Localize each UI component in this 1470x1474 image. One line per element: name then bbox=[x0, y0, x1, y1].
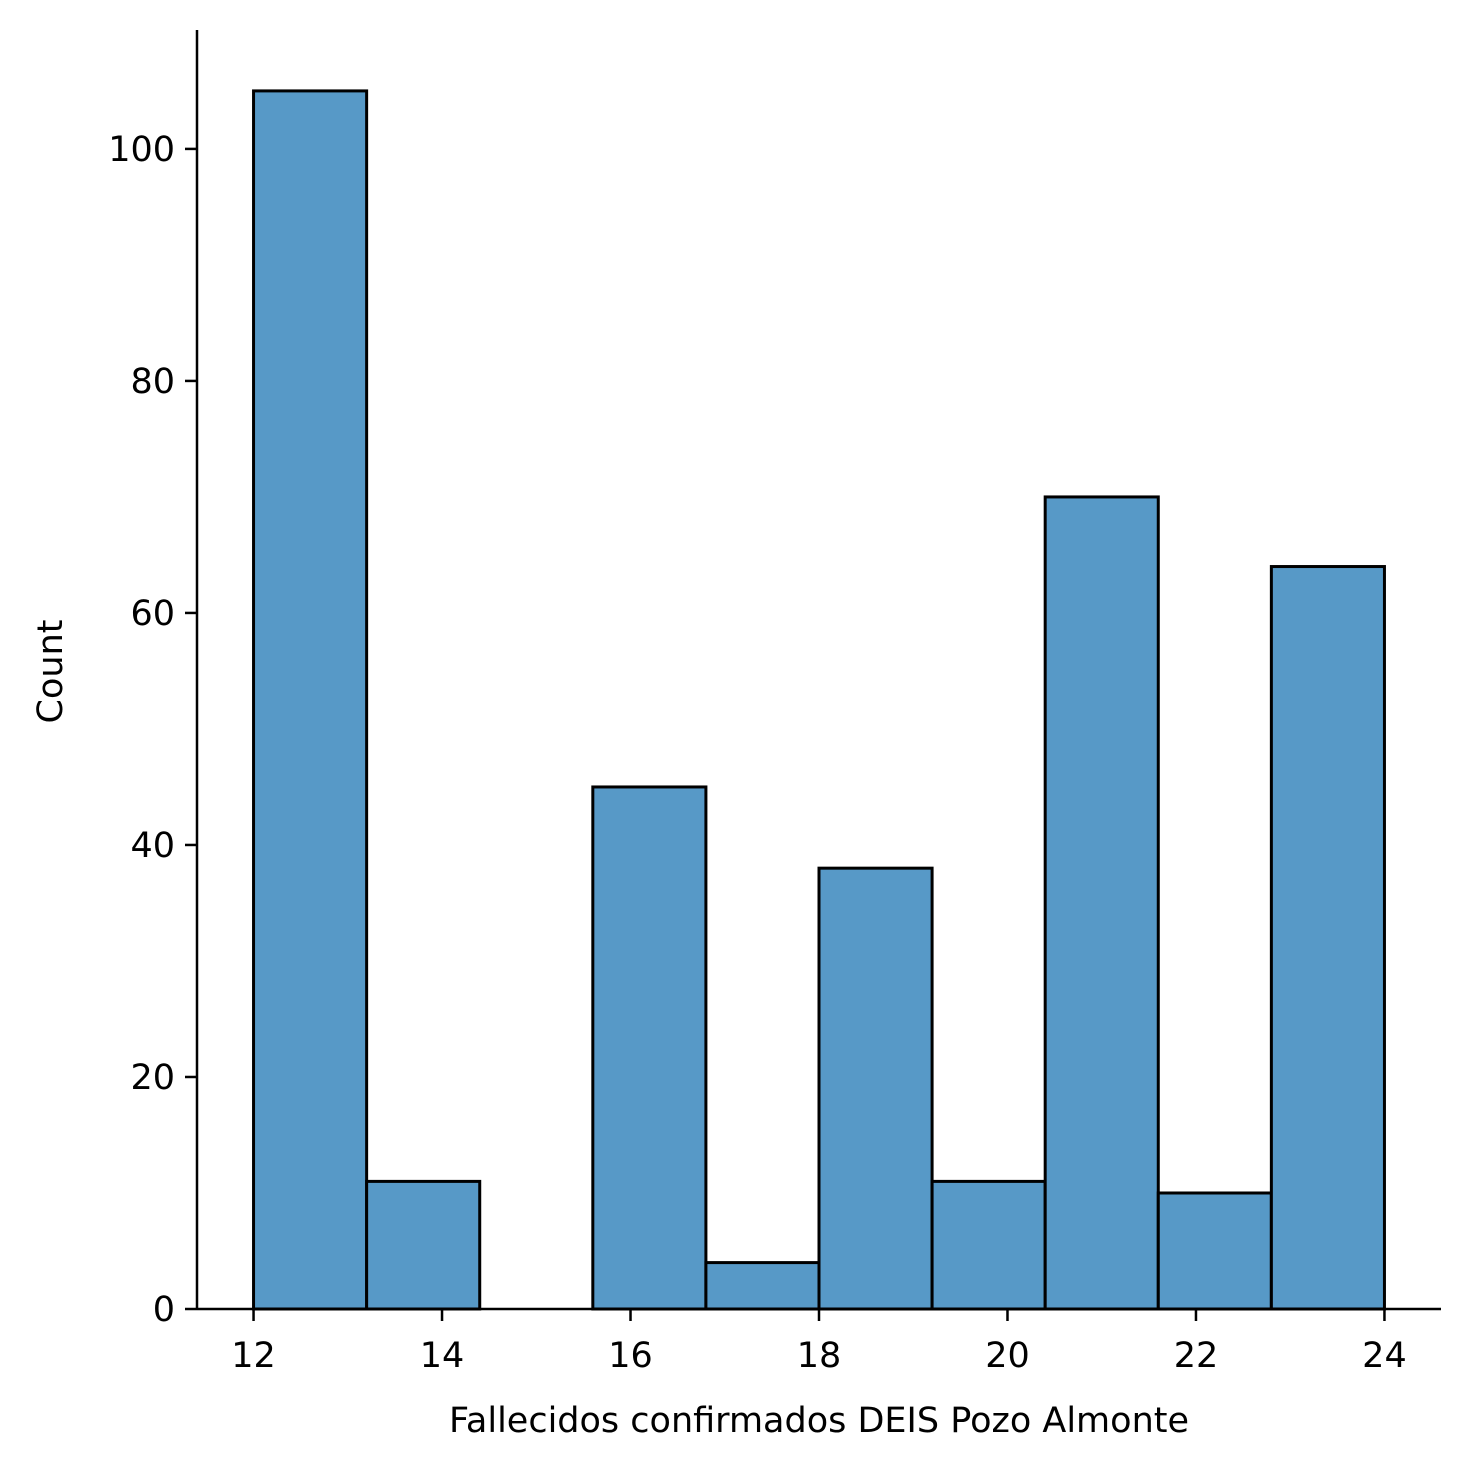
histogram-bar bbox=[591, 785, 708, 1311]
x-tick-label: 16 bbox=[608, 1336, 653, 1376]
histogram-bar bbox=[1156, 1191, 1273, 1311]
x-tick-label: 14 bbox=[420, 1336, 465, 1376]
y-tick-label: 80 bbox=[130, 362, 175, 402]
y-tick-label: 0 bbox=[153, 1290, 175, 1330]
y-tick-label: 20 bbox=[130, 1058, 175, 1098]
y-tick-label: 60 bbox=[130, 594, 175, 634]
histogram-bar bbox=[704, 1261, 821, 1311]
x-tick-label: 20 bbox=[985, 1336, 1030, 1376]
histogram-bar bbox=[252, 89, 369, 1311]
y-tick-label: 100 bbox=[108, 130, 175, 170]
x-tick-label: 18 bbox=[797, 1336, 842, 1376]
histogram-bar bbox=[1043, 495, 1160, 1311]
histogram-bar bbox=[1269, 565, 1386, 1311]
y-axis-title: Count bbox=[31, 620, 71, 724]
x-tick-label: 22 bbox=[1174, 1336, 1219, 1376]
histogram-bar bbox=[930, 1179, 1047, 1311]
ticks-layer: 12 14 16 18 20 22 24 0 20 40 60 80 100 bbox=[108, 130, 1407, 1376]
x-tick-label: 12 bbox=[231, 1336, 276, 1376]
histogram-bar bbox=[817, 866, 934, 1311]
x-axis-title: Fallecidos confirmados DEIS Pozo Almonte bbox=[449, 1401, 1189, 1441]
histogram-bar bbox=[365, 1179, 482, 1311]
x-tick-label: 24 bbox=[1362, 1336, 1407, 1376]
bars-layer bbox=[252, 89, 1386, 1311]
y-tick-label: 40 bbox=[130, 826, 175, 866]
